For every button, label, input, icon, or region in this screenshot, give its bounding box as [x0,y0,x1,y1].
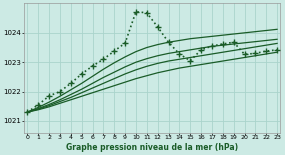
X-axis label: Graphe pression niveau de la mer (hPa): Graphe pression niveau de la mer (hPa) [66,143,238,152]
